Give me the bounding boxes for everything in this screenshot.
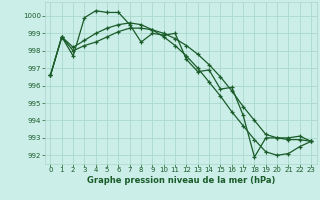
X-axis label: Graphe pression niveau de la mer (hPa): Graphe pression niveau de la mer (hPa) [87,176,275,185]
